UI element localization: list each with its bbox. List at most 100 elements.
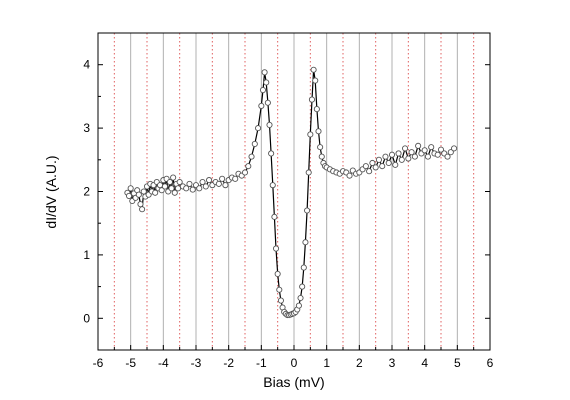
data-point <box>271 213 278 220</box>
data-point <box>307 131 314 138</box>
data-point <box>183 185 190 192</box>
x-tick-label: -1 <box>256 356 267 370</box>
data-point <box>421 147 428 154</box>
data-point <box>186 180 193 187</box>
data-point <box>302 239 309 246</box>
data-point <box>171 189 178 196</box>
data-point <box>308 96 316 103</box>
data-point <box>369 159 376 167</box>
x-tick-label: -2 <box>223 356 234 370</box>
data-point <box>206 177 213 184</box>
data-point <box>137 201 144 208</box>
data-point <box>366 168 373 175</box>
data-point <box>261 69 268 76</box>
data-point <box>135 191 142 198</box>
data-point <box>276 286 283 293</box>
x-tick-label: 5 <box>454 356 461 370</box>
data-point <box>451 145 458 152</box>
data-point <box>268 150 275 157</box>
data-series <box>124 66 458 319</box>
data-point <box>315 128 322 135</box>
data-point <box>140 188 147 195</box>
data-point <box>297 294 304 302</box>
data-point <box>375 156 382 163</box>
data-point <box>202 183 209 190</box>
data-point <box>174 185 182 192</box>
data-point <box>232 175 239 182</box>
data-point <box>269 182 276 189</box>
data-point <box>408 149 415 156</box>
data-point <box>402 145 409 152</box>
data-point <box>241 169 249 176</box>
data-point <box>272 245 280 252</box>
axis-ticks: -6 -5 -4 -3 -2 -1 0 1 2 3 4 5 6 0 1 2 3 4 <box>83 32 494 370</box>
y-tick-label: 2 <box>83 185 90 199</box>
data-point <box>362 163 369 170</box>
x-tick-label: -6 <box>93 356 104 370</box>
data-point <box>312 77 319 84</box>
data-point <box>392 161 399 168</box>
data-point <box>127 185 134 192</box>
data-point <box>258 102 265 109</box>
data-point <box>196 185 203 192</box>
data-point <box>300 264 307 271</box>
data-point <box>346 172 353 179</box>
y-tick-label: 1 <box>83 248 90 262</box>
data-point <box>161 183 169 190</box>
data-point <box>158 187 165 194</box>
data-point <box>415 142 422 149</box>
data-point <box>395 150 402 157</box>
data-point <box>382 153 389 160</box>
data-point <box>157 182 164 189</box>
data-point <box>295 302 302 309</box>
data-point <box>259 87 267 94</box>
data-point <box>248 153 255 160</box>
x-tick-label: -4 <box>158 356 169 370</box>
data-point <box>304 207 311 214</box>
data-point <box>444 153 451 160</box>
data-point <box>277 297 284 304</box>
data-point <box>447 149 454 156</box>
data-point <box>434 151 441 158</box>
data-point <box>388 151 396 158</box>
data-point <box>170 174 177 181</box>
grid-lines <box>113 33 475 350</box>
data-point <box>266 121 273 128</box>
data-point <box>168 185 175 192</box>
data-point <box>405 155 412 162</box>
y-axis-label: dI/dV (A.U.) <box>43 155 59 228</box>
data-point <box>139 206 146 213</box>
x-tick-label: -3 <box>191 356 202 370</box>
data-point <box>437 146 445 153</box>
data-point <box>219 175 226 182</box>
data-point <box>255 125 262 132</box>
data-point <box>125 192 133 199</box>
data-point <box>166 178 173 186</box>
data-point <box>251 140 258 147</box>
data-point <box>428 144 435 151</box>
data-point <box>263 79 270 86</box>
data-point <box>245 163 252 170</box>
x-tick-label: 6 <box>487 356 494 370</box>
data-point <box>274 270 281 277</box>
x-tick-label: 2 <box>356 356 363 370</box>
data-point <box>318 153 325 160</box>
x-tick-label: 3 <box>389 356 396 370</box>
data-point <box>305 169 312 176</box>
x-tick-label: 1 <box>323 356 330 370</box>
x-axis-label: Bias (mV) <box>263 374 324 390</box>
data-point <box>313 106 320 113</box>
data-point <box>372 164 379 171</box>
y-tick-label: 4 <box>83 58 90 72</box>
x-tick-label: 0 <box>291 356 298 370</box>
data-point <box>189 186 196 193</box>
data-point <box>317 144 324 151</box>
data-point <box>398 156 405 163</box>
y-tick-label: 3 <box>83 121 90 135</box>
data-point <box>152 189 159 196</box>
x-tick-label: 4 <box>421 356 428 370</box>
data-point <box>264 99 271 106</box>
data-point <box>411 153 418 160</box>
data-point <box>176 178 183 186</box>
